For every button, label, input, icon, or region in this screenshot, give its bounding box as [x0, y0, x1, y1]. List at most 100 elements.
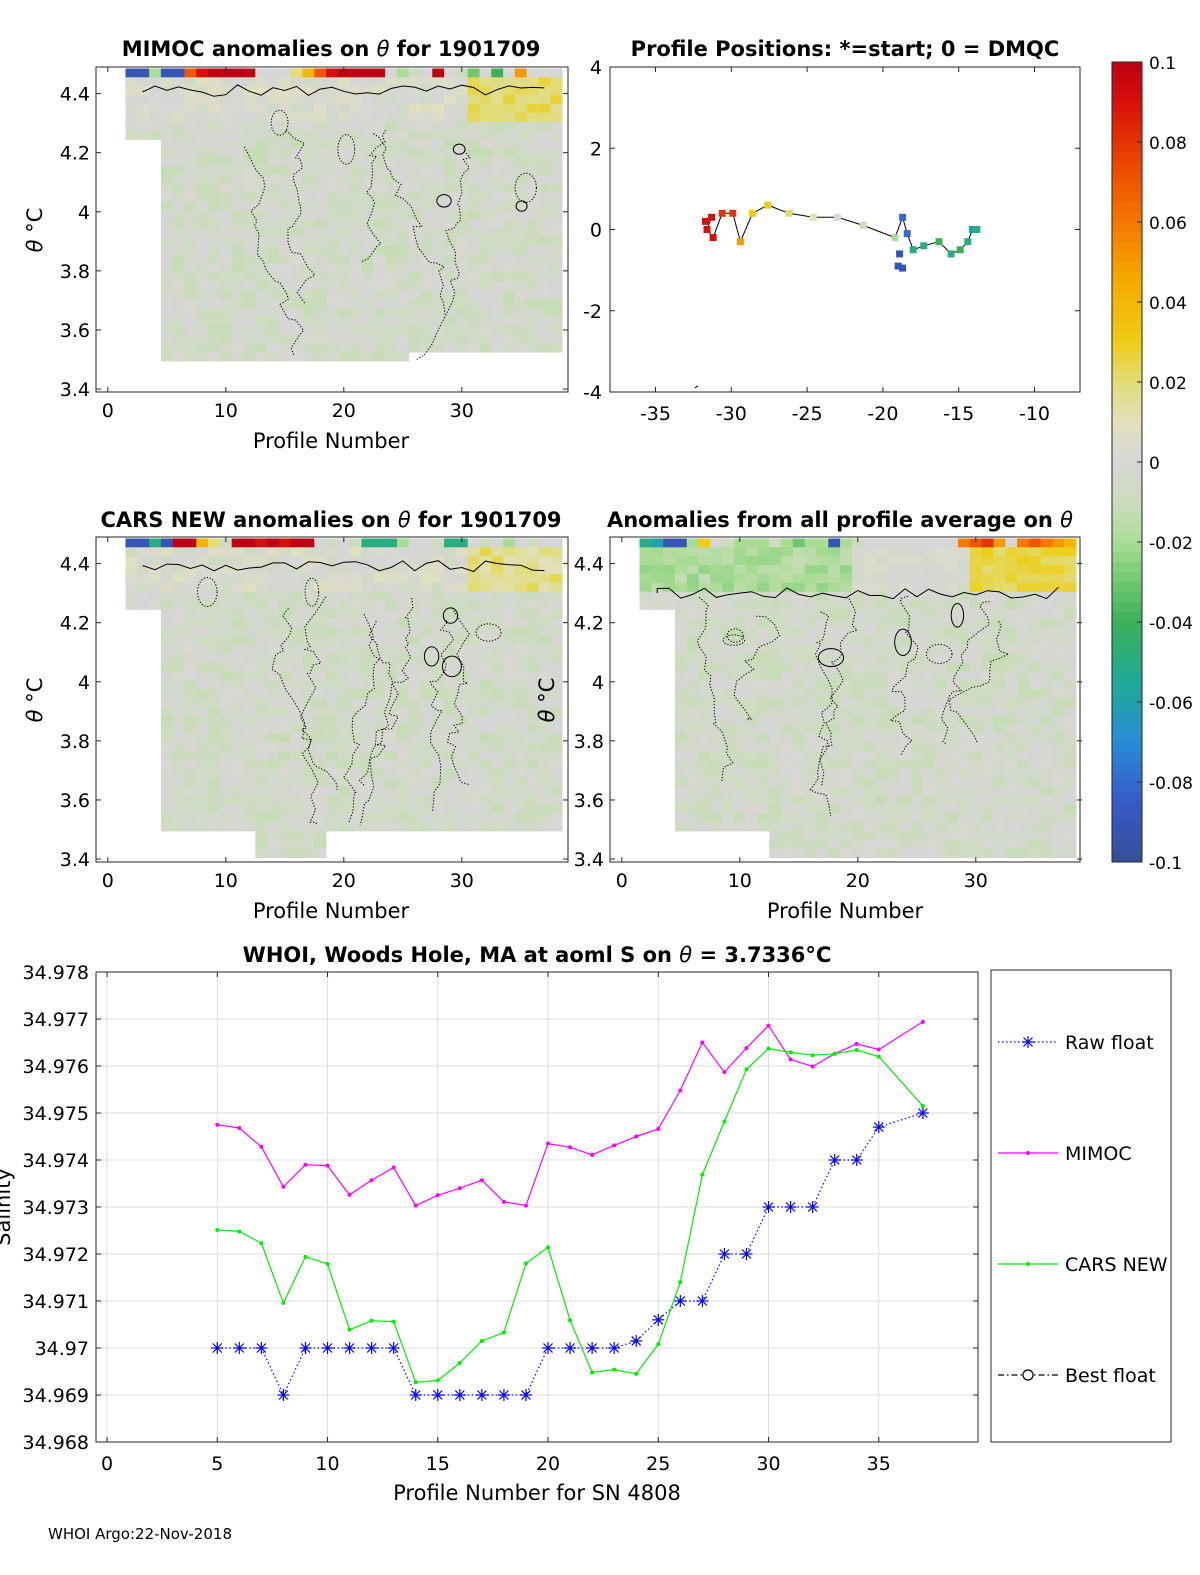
heatmap-cell — [231, 245, 244, 256]
heatmap-cell — [243, 68, 256, 78]
heatmap-cell — [396, 307, 410, 318]
heatmap-cell — [172, 68, 185, 78]
heatmap-cell — [349, 334, 362, 344]
start-marker — [694, 385, 699, 389]
heatmap-cell — [184, 166, 197, 176]
heatmap-cell — [1028, 680, 1042, 690]
heatmap-cell — [172, 733, 185, 743]
heatmap-cell — [208, 86, 221, 96]
heatmap-cell — [503, 201, 516, 211]
heatmap-cell — [267, 768, 280, 779]
heatmap-cell — [137, 565, 150, 575]
heatmap-cell — [1028, 698, 1042, 708]
heatmap-cell — [922, 724, 935, 734]
heatmap-cell — [674, 573, 688, 584]
colorbar-step — [1112, 222, 1142, 233]
heatmap-cell — [160, 733, 174, 743]
heatmap-cell — [934, 822, 947, 832]
heatmap-cell — [526, 263, 539, 273]
heatmap-cell — [361, 343, 374, 353]
colorbar-step — [1112, 82, 1142, 93]
heatmap-cell — [302, 786, 315, 796]
heatmap-cell — [160, 538, 174, 548]
heatmap-cell — [219, 86, 233, 96]
heatmap-cell — [373, 822, 386, 832]
heatmap-cell — [792, 813, 806, 823]
heatmap-cell — [722, 671, 735, 681]
heatmap-cell — [302, 768, 315, 779]
heatmap-cell — [745, 671, 758, 681]
heatmap-cell — [538, 201, 551, 211]
heatmap-cell — [479, 662, 492, 672]
heatmap-cell — [934, 715, 947, 726]
heatmap-cell — [420, 715, 433, 726]
heatmap-cell — [1040, 556, 1053, 566]
series-point — [810, 1053, 815, 1058]
colorbar-step — [1112, 392, 1142, 403]
heatmap-cell — [314, 228, 327, 238]
heatmap-cell — [255, 689, 268, 699]
heatmap-cell — [922, 609, 935, 619]
heatmap-cell — [349, 298, 362, 309]
heatmap-cell — [922, 573, 935, 584]
heatmap-cell — [698, 538, 711, 548]
heatmap-cell — [349, 263, 362, 273]
y-tick-label: 4 — [78, 672, 90, 694]
heatmap-cell — [710, 627, 723, 637]
heatmap-cell — [231, 636, 244, 646]
heatmap-cell — [467, 307, 480, 318]
heatmap-cell — [455, 245, 469, 256]
heatmap-cell — [337, 565, 351, 575]
heatmap-cell — [243, 565, 256, 575]
heatmap-cell — [698, 653, 711, 663]
heatmap-cell — [172, 263, 185, 273]
heatmap-cell — [396, 698, 410, 708]
heatmap-cell — [160, 352, 174, 362]
heatmap-cell — [149, 547, 162, 557]
heatmap-cell — [219, 77, 233, 87]
heatmap-cell — [196, 174, 209, 185]
heatmap-cell — [314, 316, 327, 326]
heatmap-cell — [550, 112, 563, 123]
heatmap-cell — [946, 689, 959, 699]
heatmap-cell — [969, 724, 983, 734]
heatmap-cell — [503, 565, 516, 575]
heatmap-cell — [361, 77, 374, 87]
heatmap-cell — [432, 565, 445, 575]
heatmap-cell — [160, 582, 174, 593]
heatmap-cell — [326, 201, 339, 211]
heatmap-cell — [373, 804, 386, 814]
heatmap-cell — [514, 307, 528, 318]
heatmap-cell — [385, 263, 398, 273]
heatmap-cell — [396, 219, 410, 229]
heatmap-cell — [278, 671, 292, 681]
heatmap-cell — [1064, 547, 1077, 557]
colorbar-step — [1112, 502, 1142, 513]
heatmap-cell — [875, 715, 888, 726]
heatmap-cell — [851, 768, 865, 779]
heatmap-cell — [733, 742, 747, 752]
heatmap-cell — [160, 573, 174, 584]
heatmap-cell — [851, 751, 865, 761]
heatmap-cell — [674, 627, 688, 637]
heatmap-cell — [899, 848, 912, 858]
heatmap-cell — [208, 813, 221, 823]
heatmap-cell — [969, 680, 983, 690]
heatmap-cell — [385, 600, 398, 610]
heatmap-cell — [172, 813, 185, 823]
heatmap-cell — [290, 671, 303, 681]
heatmap-cell — [538, 103, 551, 114]
x-tick-label: 20 — [332, 400, 356, 422]
heatmap-cell — [538, 228, 551, 238]
heatmap-cell — [981, 591, 994, 601]
heatmap-cell — [946, 733, 959, 743]
heatmap-cell — [408, 653, 421, 663]
heatmap-cell — [231, 95, 244, 105]
heatmap-cell — [910, 706, 924, 717]
heatmap-cell — [816, 591, 829, 601]
heatmap-cell — [922, 627, 935, 637]
heatmap-cell — [396, 183, 410, 193]
heatmap-cell — [172, 689, 185, 699]
heatmap-cell — [314, 689, 327, 699]
heatmap-cell — [267, 343, 280, 353]
